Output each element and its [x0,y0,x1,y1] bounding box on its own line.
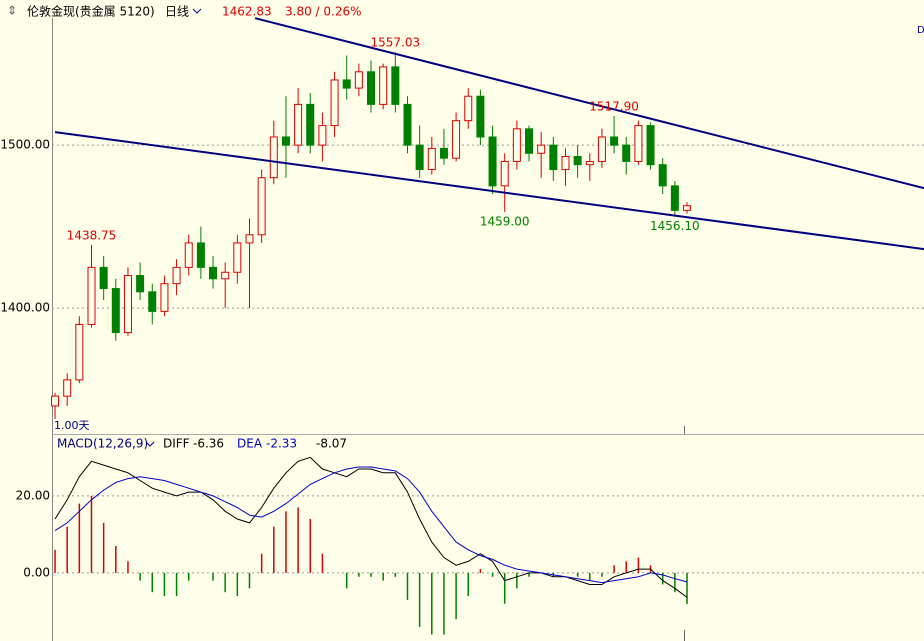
corner-mark: D [917,25,924,36]
candle-body [196,242,205,268]
candle-body [622,144,631,162]
macd-value: -8.07 [316,437,347,451]
candle-body [209,266,218,280]
y-tick-label: 20.00 [16,488,50,502]
candle-body [403,103,412,146]
candle-body [646,125,655,166]
candle-body [281,136,290,146]
trend-line [254,17,924,190]
y-tick-label: 1400.00 [0,301,50,315]
candle-body [136,275,145,293]
price-change: 3.80 / 0.26% [285,5,362,19]
candle-body [342,79,351,89]
candle-body [488,136,497,187]
last-price: 1462.83 [222,5,272,19]
y-tick-label: 0.00 [23,565,50,579]
candle-body [476,95,485,138]
macd-line [54,456,688,598]
price-annotation: 1557.03 [371,36,421,50]
price-annotation: 1517.90 [589,99,639,113]
candle-body [306,103,315,146]
candle-body [172,266,181,285]
trend-line [54,131,924,251]
candle-body [379,66,388,105]
candle-body [63,379,72,397]
candle-body [585,160,594,166]
candle-body [318,125,327,146]
candle-body [500,160,509,187]
symbol-name[interactable]: 伦敦金现(贵金属 5120) [27,4,155,19]
candle-body [160,283,169,312]
candle-body [123,275,132,334]
period-dropdown[interactable] [192,8,202,14]
candle-body [452,120,461,159]
candle-body [111,288,120,334]
candle-body [512,128,521,162]
candle-body [87,266,96,325]
candle-body [573,156,582,166]
y-tick-label: 1500.00 [0,138,50,152]
diff-value: -6.36 [193,437,224,451]
candle-body [51,395,60,407]
candle-body [561,156,570,171]
candle-body [257,177,266,236]
candle-body [597,136,606,162]
toolbar-icon[interactable]: ⇕ [7,4,17,18]
candle-body [464,95,473,122]
candle-body [683,205,692,211]
candle-body [184,242,193,268]
candle-body [658,164,667,187]
candle-body [269,136,278,179]
period-label: 1.00天 [54,419,90,432]
candle-body [294,103,303,146]
candle-body [233,242,242,273]
candle-body [634,125,643,162]
candle-body [537,144,546,154]
candle-body [391,66,400,105]
candle-body [439,147,448,159]
diff-name: DIFF [163,437,190,451]
macd-title[interactable]: MACD(12,26,9) [57,437,148,451]
candle-body [415,144,424,171]
dea-value: -2.33 [266,437,297,451]
candle-body [367,71,376,105]
price-annotation: 1438.75 [67,228,117,242]
candle-body [330,79,339,127]
candle-body [670,185,679,211]
candle-body [549,144,558,171]
macd-line [54,466,688,584]
candle-body [75,323,84,381]
price-annotation: 1459.00 [480,214,530,228]
toolbar [0,0,924,22]
candle-body [525,128,534,154]
period-selector[interactable]: 日线 [165,5,189,19]
candle-body [221,271,230,280]
candle-body [354,71,363,89]
dea-name: DEA [237,437,263,451]
candle-body [610,136,619,146]
candle-body [427,147,436,171]
macd-dropdown[interactable] [145,441,155,447]
candle-body [245,234,254,244]
price-annotation: 1456.10 [650,219,700,233]
candle-body [99,266,108,290]
candle-body [148,291,157,312]
